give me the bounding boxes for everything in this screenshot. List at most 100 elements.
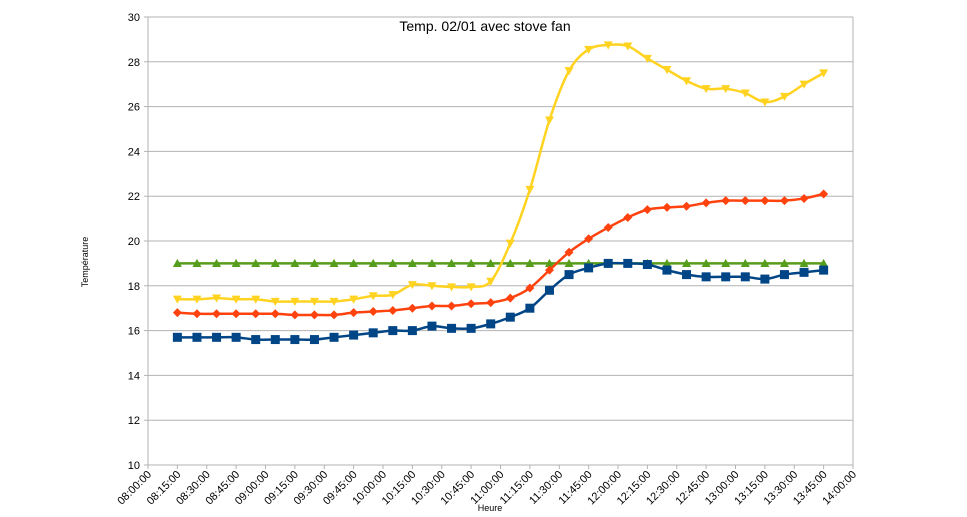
point: [349, 308, 359, 318]
point: [701, 258, 711, 267]
point: [486, 298, 496, 308]
y-tick-label: 26: [128, 102, 140, 114]
point: [388, 305, 398, 315]
point: [799, 267, 809, 277]
point: [505, 239, 515, 248]
point: [682, 258, 692, 267]
series-line: [177, 261, 824, 341]
point: [447, 258, 457, 267]
point: [466, 283, 476, 292]
point: [662, 66, 672, 75]
y-tick-label: 20: [128, 236, 140, 248]
point: [290, 258, 300, 267]
y-tick-label: 10: [128, 460, 140, 472]
point: [192, 295, 202, 304]
point: [212, 294, 222, 303]
point: [447, 283, 457, 292]
point: [349, 258, 359, 267]
point: [290, 335, 300, 345]
point: [329, 332, 339, 342]
point: [623, 212, 633, 222]
point: [388, 291, 398, 300]
chart-title: Temp. 02/01 avec stove fan: [399, 18, 570, 34]
point: [779, 196, 789, 206]
point: [407, 326, 417, 336]
point: [212, 332, 222, 342]
point: [721, 258, 731, 267]
point: [447, 301, 457, 311]
point: [192, 309, 202, 319]
point: [779, 92, 789, 102]
point: [427, 282, 437, 291]
point: [603, 258, 613, 268]
y-tick-label: 30: [128, 12, 140, 24]
point: [623, 42, 633, 51]
point: [701, 272, 711, 282]
point: [192, 258, 202, 267]
series-line: [177, 43, 825, 303]
point: [525, 258, 535, 267]
point: [192, 332, 202, 342]
point: [701, 85, 711, 94]
point: [662, 202, 672, 212]
point: [525, 303, 535, 313]
point: [682, 77, 692, 86]
point: [231, 332, 241, 342]
y-tick-label: 22: [128, 191, 140, 203]
point: [544, 258, 554, 267]
point: [466, 299, 476, 309]
point: [603, 223, 613, 233]
point: [407, 281, 417, 290]
point: [584, 234, 594, 244]
point: [231, 295, 241, 304]
point: [721, 272, 731, 282]
y-tick-label: 18: [128, 281, 140, 293]
point: [290, 297, 300, 306]
point: [799, 193, 809, 203]
point: [368, 258, 378, 267]
point: [564, 270, 574, 280]
point: [486, 258, 496, 267]
point: [819, 265, 829, 275]
point: [584, 263, 594, 273]
point: [584, 45, 594, 54]
point: [368, 292, 378, 301]
y-tick-label: 12: [128, 415, 140, 427]
point: [721, 196, 731, 206]
point: [642, 205, 652, 215]
point: [779, 258, 789, 267]
y-tick-label: 28: [128, 57, 140, 69]
point: [603, 41, 613, 50]
point: [309, 297, 319, 306]
point: [427, 301, 437, 311]
point: [525, 283, 535, 293]
point: [505, 293, 515, 303]
point: [682, 201, 692, 211]
point: [388, 326, 398, 336]
point: [525, 185, 535, 194]
point: [309, 310, 319, 320]
x-axis-title: Heure: [478, 503, 503, 513]
point: [760, 196, 770, 206]
point: [505, 258, 515, 267]
point: [819, 258, 829, 267]
point: [349, 330, 359, 340]
y-tick-label: 24: [128, 146, 140, 158]
point: [466, 258, 476, 267]
point: [172, 308, 182, 318]
point: [799, 80, 809, 89]
point: [564, 67, 574, 76]
point: [682, 270, 692, 280]
point: [486, 277, 496, 286]
y-axis-title: Température: [80, 237, 90, 288]
y-tick-label: 14: [128, 370, 140, 382]
point: [564, 247, 574, 257]
point: [486, 319, 496, 329]
point: [427, 321, 437, 331]
point: [251, 295, 261, 304]
point: [740, 258, 750, 267]
point: [447, 323, 457, 333]
point: [662, 258, 672, 267]
point: [329, 258, 339, 267]
